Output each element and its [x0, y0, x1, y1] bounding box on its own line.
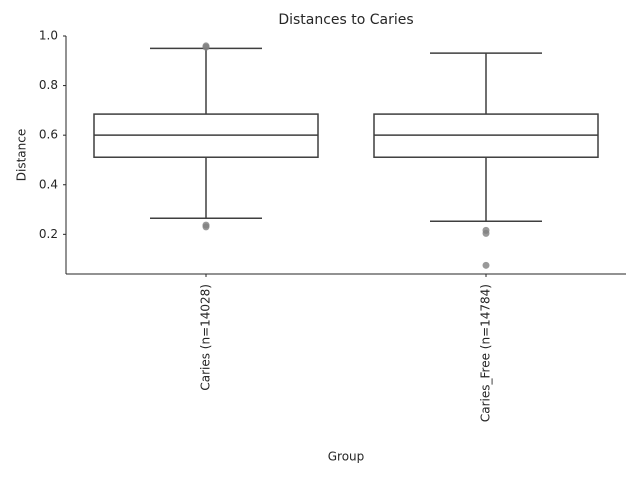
flier: [482, 261, 490, 269]
y-tick-label: 1.0: [39, 29, 58, 43]
y-tick-label: 0.8: [39, 78, 58, 92]
flier: [202, 223, 210, 231]
y-axis-label: Distance: [15, 129, 29, 181]
flier: [482, 229, 490, 237]
x-tick-label: Caries (n=14028): [199, 284, 213, 391]
x-tick-label: Caries_Free (n=14784): [479, 284, 493, 422]
y-tick-label: 0.2: [39, 227, 58, 241]
y-tick-label: 0.6: [39, 128, 58, 142]
chart-title: Distances to Caries: [278, 12, 413, 28]
y-tick-label: 0.4: [39, 177, 58, 191]
x-axis-label: Group: [328, 450, 365, 464]
flier: [202, 43, 210, 51]
